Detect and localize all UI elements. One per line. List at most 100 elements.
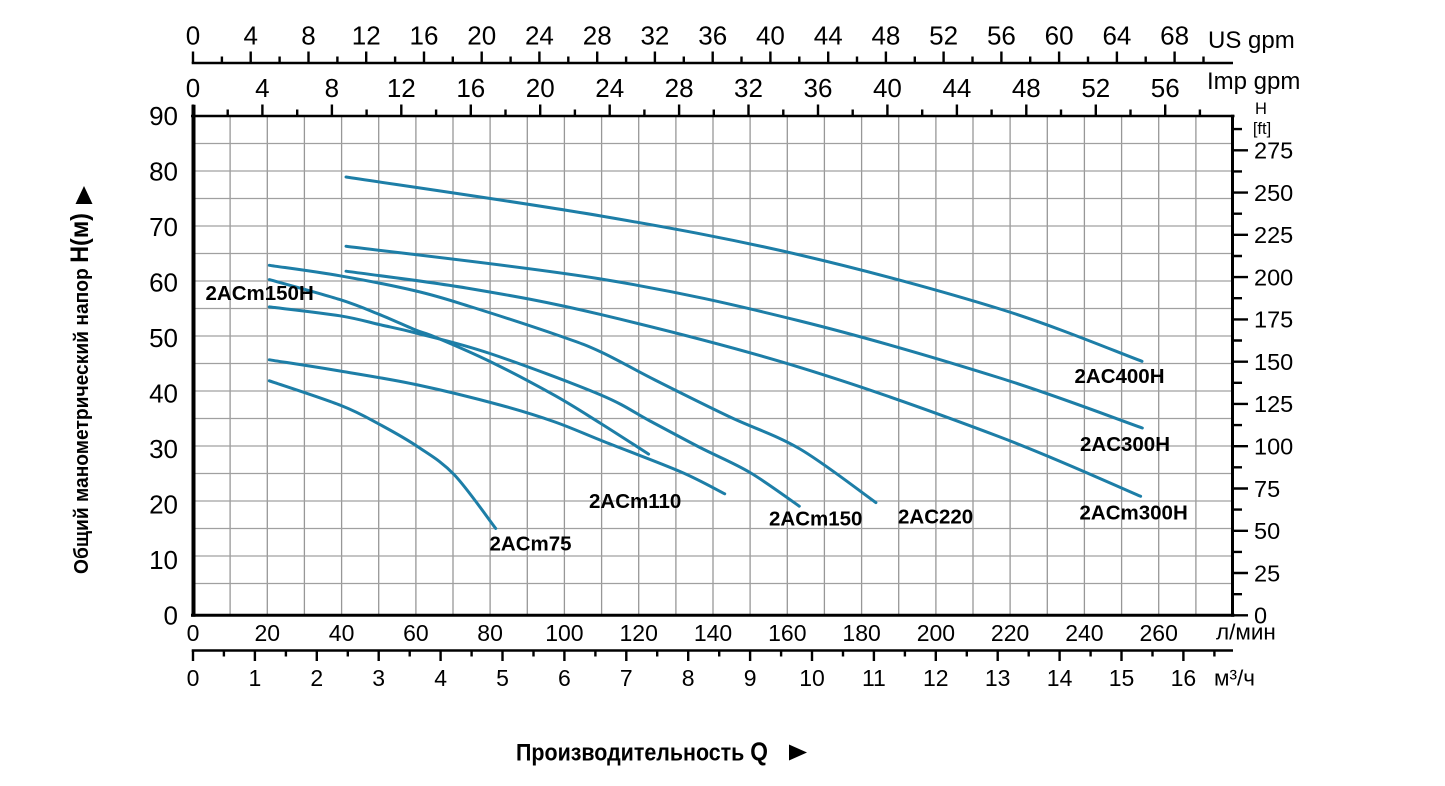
svg-text:25: 25 [1254,560,1280,586]
svg-text:12: 12 [352,21,381,51]
svg-text:64: 64 [1102,21,1131,51]
svg-text:40: 40 [756,21,785,51]
svg-text:140: 140 [694,620,732,646]
svg-text:200: 200 [1254,264,1293,290]
svg-text:40: 40 [873,73,902,103]
svg-text:24: 24 [595,73,624,103]
svg-text:2ACm150H: 2ACm150H [206,282,314,305]
svg-text:32: 32 [734,73,763,103]
svg-text:Imp gpm: Imp gpm [1207,68,1300,95]
svg-text:8: 8 [682,665,695,691]
svg-text:100: 100 [1254,434,1293,460]
svg-text:52: 52 [1081,73,1110,103]
svg-text:16: 16 [410,21,439,51]
svg-text:36: 36 [698,21,727,51]
svg-text:7: 7 [620,665,633,691]
svg-text:8: 8 [325,73,339,103]
svg-text:250: 250 [1254,180,1293,206]
svg-text:10: 10 [799,665,825,691]
svg-text:Общий манометрический напор H: Общий манометрический напор H(м) [66,213,94,574]
svg-text:56: 56 [1151,73,1180,103]
svg-text:5: 5 [496,665,509,691]
svg-text:13: 13 [985,665,1011,691]
svg-text:2ACm110: 2ACm110 [589,490,681,513]
svg-text:90: 90 [149,101,178,131]
svg-text:8: 8 [301,21,315,51]
svg-text:0: 0 [186,73,200,103]
svg-text:200: 200 [917,620,955,646]
svg-text:0: 0 [1254,603,1267,629]
svg-text:125: 125 [1254,391,1293,417]
svg-text:2AC220: 2AC220 [898,506,973,529]
svg-text:24: 24 [525,21,554,51]
svg-text:160: 160 [768,620,806,646]
svg-text:80: 80 [149,157,178,187]
svg-text:11: 11 [862,665,886,691]
svg-text:0: 0 [164,600,178,630]
svg-text:50: 50 [1254,518,1280,544]
svg-text:28: 28 [583,21,612,51]
svg-text:240: 240 [1065,620,1103,646]
svg-text:2AC400H: 2AC400H [1075,365,1165,388]
svg-text:56: 56 [987,21,1016,51]
svg-text:2ACm150: 2ACm150 [769,507,862,530]
svg-text:60: 60 [149,267,178,297]
svg-text:120: 120 [620,620,658,646]
svg-text:20: 20 [149,489,178,519]
svg-text:2AC300H: 2AC300H [1080,433,1170,456]
svg-text:40: 40 [149,378,178,408]
svg-text:70: 70 [149,212,178,242]
svg-text:30: 30 [149,434,178,464]
svg-text:л/мин: л/мин [1216,620,1276,645]
svg-text:260: 260 [1140,620,1178,646]
svg-text:[ft]: [ft] [1253,120,1271,138]
svg-text:44: 44 [942,73,971,103]
svg-text:220: 220 [991,620,1029,646]
svg-text:68: 68 [1160,21,1189,51]
svg-text:12: 12 [387,73,416,103]
svg-text:75: 75 [1254,476,1280,502]
svg-text:15: 15 [1109,665,1135,691]
svg-text:20: 20 [467,21,496,51]
svg-text:9: 9 [744,665,757,691]
svg-text:150: 150 [1254,349,1293,375]
svg-text:16: 16 [456,73,485,103]
svg-text:180: 180 [842,620,880,646]
svg-text:275: 275 [1254,138,1293,164]
svg-text:16: 16 [1171,665,1197,691]
svg-text:52: 52 [929,21,958,51]
svg-text:28: 28 [665,73,694,103]
svg-text:4: 4 [434,665,447,691]
svg-text:14: 14 [1047,665,1073,691]
svg-text:225: 225 [1254,222,1293,248]
svg-text:US gpm: US gpm [1208,27,1295,54]
svg-text:Производительность Q: Производительность Q [516,737,768,767]
svg-text:80: 80 [477,620,503,646]
svg-text:100: 100 [545,620,583,646]
svg-text:10: 10 [149,545,178,575]
svg-text:1: 1 [249,665,262,691]
svg-text:32: 32 [640,21,669,51]
svg-text:4: 4 [255,73,269,103]
svg-text:60: 60 [403,620,429,646]
svg-text:0: 0 [186,21,200,51]
svg-text:0: 0 [187,620,200,646]
svg-text:20: 20 [255,620,281,646]
svg-text:48: 48 [871,21,900,51]
svg-text:м³/ч: м³/ч [1214,666,1255,691]
svg-text:44: 44 [814,21,843,51]
svg-text:20: 20 [526,73,555,103]
svg-text:48: 48 [1012,73,1041,103]
svg-text:36: 36 [804,73,833,103]
svg-text:40: 40 [329,620,355,646]
svg-text:12: 12 [923,665,949,691]
svg-text:2ACm75: 2ACm75 [490,532,572,555]
svg-text:2: 2 [310,665,323,691]
svg-text:50: 50 [149,323,178,353]
svg-text:0: 0 [187,665,200,691]
svg-text:3: 3 [372,665,385,691]
svg-text:2ACm300H: 2ACm300H [1080,502,1188,525]
svg-text:60: 60 [1045,21,1074,51]
svg-text:H: H [1255,100,1267,118]
svg-text:175: 175 [1254,307,1293,333]
